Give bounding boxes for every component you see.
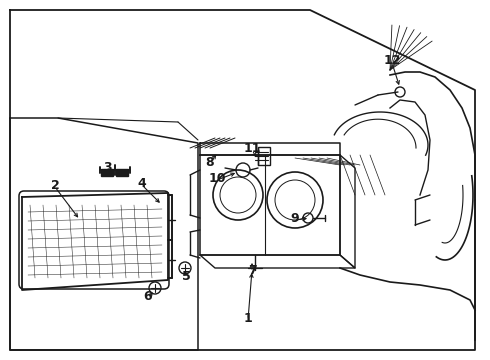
Text: 11: 11: [243, 141, 261, 154]
Text: 10: 10: [208, 171, 226, 185]
Text: 9: 9: [291, 212, 299, 225]
Text: 12: 12: [383, 54, 401, 67]
Text: 8: 8: [206, 156, 214, 168]
Text: 4: 4: [138, 176, 147, 189]
Text: 2: 2: [50, 179, 59, 192]
Text: 3: 3: [103, 161, 111, 174]
Text: 7: 7: [247, 264, 256, 276]
Text: 5: 5: [182, 270, 191, 283]
Bar: [116, 169, 128, 176]
Text: 1: 1: [244, 311, 252, 324]
Text: 6: 6: [144, 289, 152, 302]
Bar: [101, 169, 113, 176]
Bar: [258, 147, 270, 165]
